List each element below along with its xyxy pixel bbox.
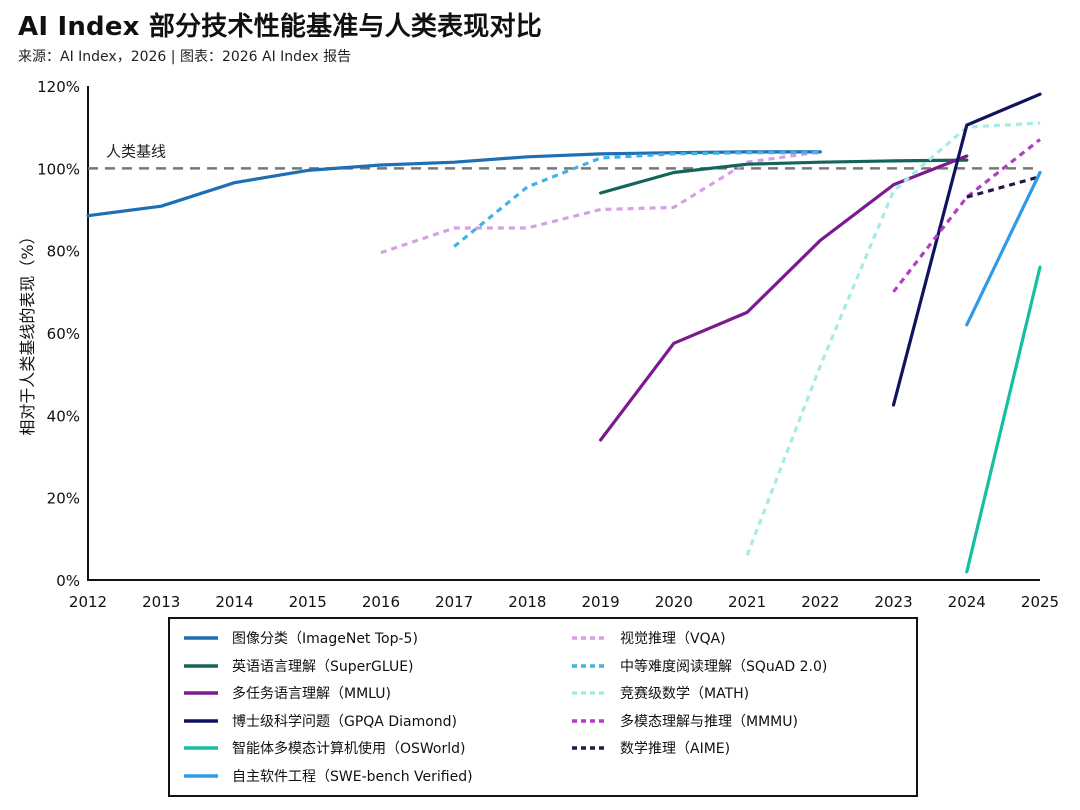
- legend-item: 智能体多模态计算机使用（OSWorld): [182, 735, 466, 761]
- line-chart: 0% 20% 40% 60% 80% 100% 120% 2012 2013 2014 2015 20…: [37, 78, 1059, 611]
- legend-label: 多模态理解与推理（MMMU): [620, 713, 798, 730]
- chart-subtitle: 来源：AI Index，2026 | 图表：2026 AI Index 报告: [18, 49, 352, 65]
- x-tick-label: 2024: [948, 593, 986, 611]
- legend-label: 智能体多模态计算机使用（OSWorld): [232, 741, 466, 757]
- legend-item: 自主软件工程（SWE-bench Verified): [182, 763, 473, 789]
- legend-item: 视觉推理（VQA): [570, 625, 726, 651]
- series-line-11: [965, 170, 1042, 327]
- legend-swatch: [184, 718, 218, 723]
- series-line-3: [598, 158, 969, 195]
- x-tick-label: 2021: [728, 593, 766, 611]
- chart-title: AI Index 部分技术性能基准与人类表现对比: [18, 12, 542, 42]
- y-tick-label: 40%: [47, 407, 80, 425]
- legend-label: 英语语言理解（SuperGLUE): [232, 658, 414, 675]
- x-tick-label: 2012: [69, 593, 107, 611]
- legend-label: 多任务语言理解（MMLU): [232, 686, 391, 702]
- series-line-4: [453, 151, 821, 248]
- x-tick-label: 2019: [582, 593, 620, 611]
- legend-item: 数学推理（AIME): [570, 735, 730, 761]
- legend-swatch: [572, 718, 606, 723]
- series-line-1: [86, 150, 822, 218]
- series-line-2: [380, 150, 821, 255]
- y-tick-label: 60%: [47, 325, 80, 343]
- x-tick-label: 2020: [655, 593, 693, 611]
- legend-swatch: [184, 636, 218, 640]
- legend-item: 英语语言理解（SuperGLUE): [182, 653, 414, 679]
- x-tick-label: 2016: [362, 593, 400, 611]
- x-tick-label: 2025: [1021, 593, 1059, 611]
- y-tick-label: 80%: [47, 243, 80, 261]
- legend-swatch: [572, 691, 606, 695]
- x-tick-label: 2014: [215, 593, 253, 611]
- legend-item: 多模态理解与推理（MMMU): [570, 708, 798, 734]
- legend-label: 竞赛级数学（MATH): [620, 686, 750, 702]
- series-line-7: [891, 92, 1042, 407]
- legend-swatch: [572, 636, 606, 640]
- legend-swatch: [184, 746, 218, 750]
- series-line-10: [966, 175, 1041, 199]
- x-tick-label: 2018: [508, 593, 546, 611]
- legend-item: 多任务语言理解（MMLU): [182, 680, 391, 706]
- x-tick-label: 2017: [435, 593, 473, 611]
- legend-label: 博士级科学问题（GPQA Diamond): [232, 713, 458, 730]
- legend-item: 图像分类（ImageNet Top-5): [182, 625, 418, 651]
- y-tick-label: 120%: [37, 78, 80, 96]
- legend-swatch: [184, 663, 218, 668]
- y-tick-label: 100%: [37, 160, 80, 178]
- legend-label: 视觉推理（VQA): [620, 631, 726, 647]
- y-tick-label: 20%: [47, 490, 80, 508]
- x-tick-label: 2022: [801, 593, 839, 611]
- legend-label: 中等难度阅读理解（SQuAD 2.0): [620, 658, 828, 675]
- x-tick-label: 2015: [289, 593, 327, 611]
- x-tick-label: 2013: [142, 593, 180, 611]
- series-line-9: [965, 265, 1042, 574]
- legend-swatch: [572, 746, 606, 750]
- y-tick-label: 0%: [56, 572, 80, 590]
- legend-swatch: [184, 691, 218, 695]
- legend-swatch: [572, 663, 606, 668]
- legend-label: 数学推理（AIME): [620, 741, 731, 757]
- legend-item: 博士级科学问题（GPQA Diamond): [182, 708, 457, 734]
- legend-item: 竞赛级数学（MATH): [570, 680, 749, 706]
- x-tick-label: 2023: [874, 593, 912, 611]
- chart-legend: 图像分类（ImageNet Top-5) 英语语言理解（SuperGLUE) 多任务…: [168, 617, 918, 797]
- legend-label: 自主软件工程（SWE-bench Verified): [232, 768, 473, 785]
- human-baseline-label: 人类基线: [106, 142, 166, 160]
- legend-swatch: [184, 773, 218, 778]
- series-line-8: [892, 138, 1041, 293]
- series-line-5: [598, 154, 969, 442]
- legend-item: 中等难度阅读理解（SQuAD 2.0): [570, 653, 827, 679]
- legend-label: 图像分类（ImageNet Top-5): [232, 631, 418, 647]
- series-line-6: [745, 121, 1041, 556]
